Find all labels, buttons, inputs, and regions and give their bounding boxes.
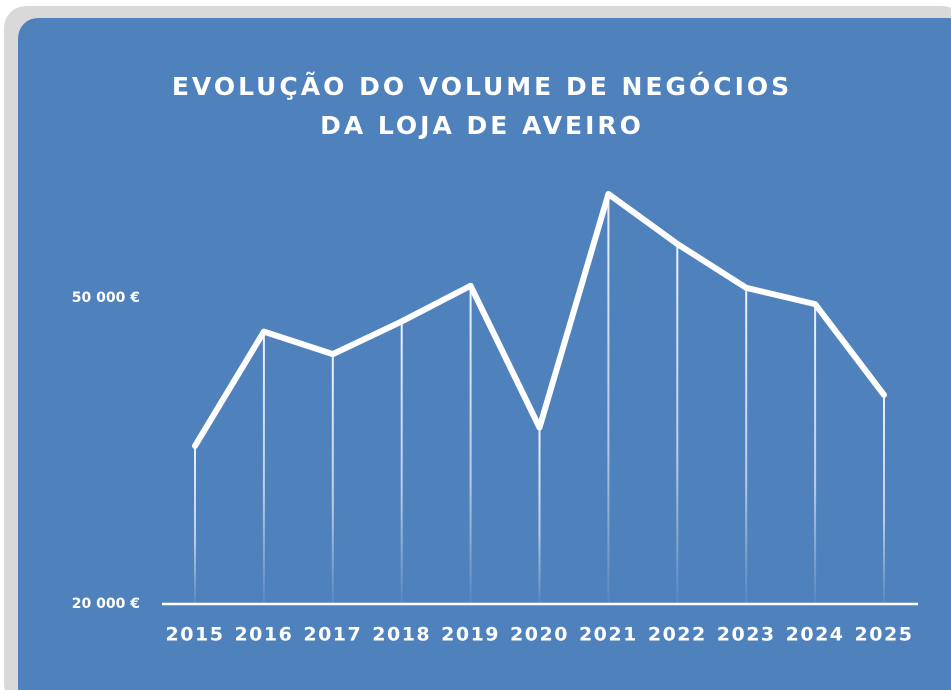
chart-title: DA LOJA DE AVEIRO xyxy=(320,111,644,140)
x-tick-label: 2024 xyxy=(786,624,845,646)
chart-card xyxy=(18,18,951,690)
x-tick-label: 2023 xyxy=(717,624,776,646)
drop-line xyxy=(262,331,265,604)
drop-line xyxy=(745,287,748,604)
drop-line xyxy=(814,304,817,604)
drop-line xyxy=(194,445,196,604)
data-line xyxy=(192,190,887,449)
x-tick-label: 2016 xyxy=(234,624,293,646)
drop-line xyxy=(400,321,403,604)
drop-line xyxy=(607,193,610,604)
drop-line xyxy=(538,427,541,604)
x-tick-label: 2018 xyxy=(372,624,431,646)
drop-line xyxy=(883,394,885,604)
x-tick-label: 2021 xyxy=(579,624,638,646)
x-tick-label: 2017 xyxy=(303,624,362,646)
x-tick-label: 2019 xyxy=(441,624,500,646)
chart-title: EVOLUÇÃO DO VOLUME DE NEGÓCIOS xyxy=(172,71,792,101)
y-tick-label: 50 000 € xyxy=(72,290,140,306)
x-tick-label: 2025 xyxy=(855,624,914,646)
drop-line xyxy=(469,285,472,604)
y-tick-label: 20 000 € xyxy=(72,596,140,612)
drop-line xyxy=(676,243,679,605)
x-tick-label: 2015 xyxy=(166,624,225,646)
drop-line xyxy=(331,354,334,604)
x-tick-label: 2020 xyxy=(510,624,569,646)
x-tick-label: 2022 xyxy=(648,624,707,646)
